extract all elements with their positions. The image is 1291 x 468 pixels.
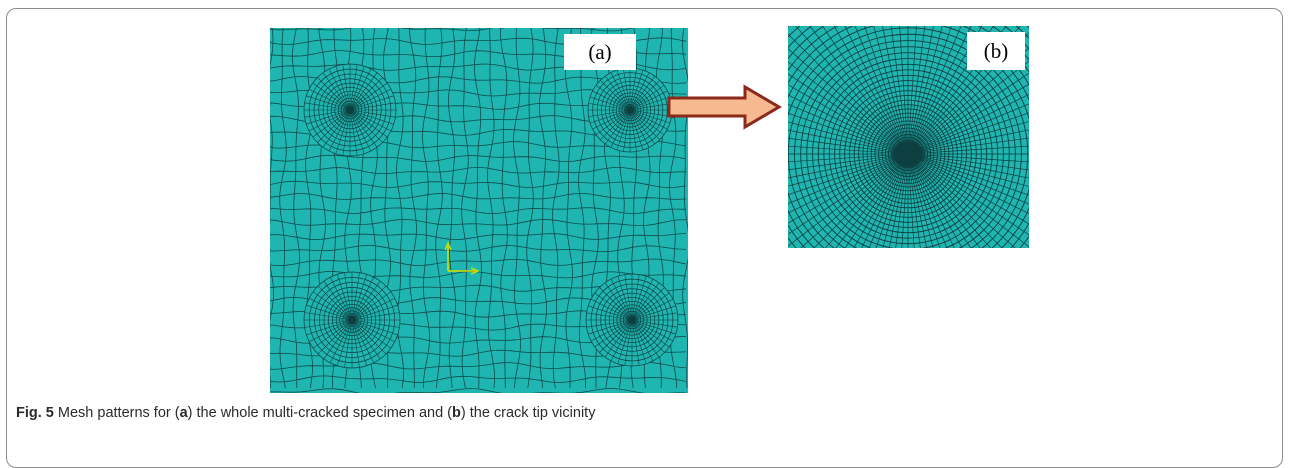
caption-ref-a: a [179,405,188,421]
zoom-arrow-icon [667,84,782,130]
caption-text-3: ) the crack tip vicinity [460,405,596,421]
caption-figure-number: Fig. 5 [16,405,54,421]
figure-caption: Fig. 5 Mesh patterns for (a) the whole m… [16,405,595,421]
mesh-panel-crack-tip: (b) [788,26,1029,248]
caption-ref-b: b [452,405,461,421]
mesh-panel-whole-specimen: (a) [270,28,688,393]
crack-tip-marker [892,141,924,167]
caption-text-2: ) the whole multi-cracked specimen and ( [187,405,453,421]
axis-triad-icon [444,241,480,275]
caption-text-1: Mesh patterns for ( [53,405,180,421]
mesh-image-a [270,28,688,393]
panel-label-a: (a) [564,34,636,70]
panel-label-b: (b) [967,32,1025,70]
